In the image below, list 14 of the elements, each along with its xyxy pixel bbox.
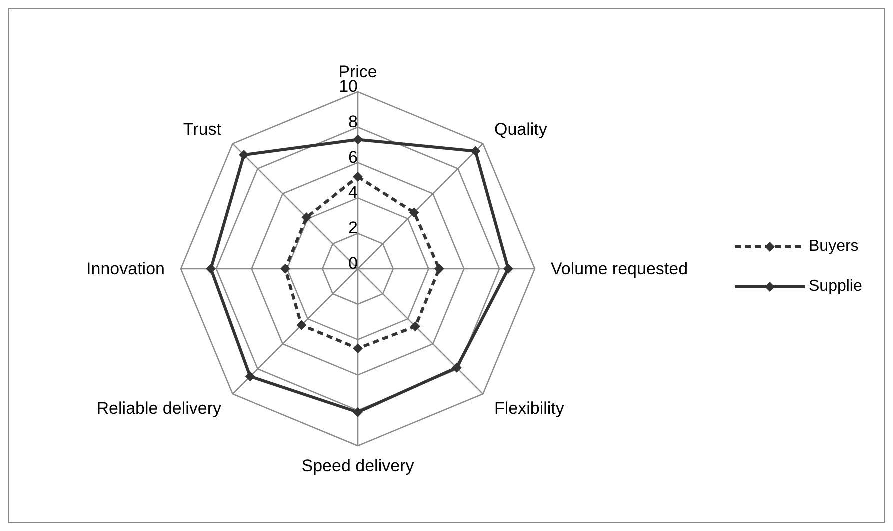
y-tick-label: 2: [348, 218, 358, 238]
spoke-label: Reliable delivery: [96, 398, 222, 418]
spoke-label: Innovation: [86, 260, 165, 278]
spoke-label: Volume requested: [551, 260, 688, 278]
spoke-label: Speed delivery: [302, 456, 415, 476]
spoke-label: Trust: [183, 120, 222, 140]
y-tick-label: 6: [348, 148, 358, 167]
y-tick-label: 0: [348, 254, 358, 273]
legend-label: Buyers: [809, 238, 859, 256]
y-tick-label: 4: [348, 183, 358, 202]
spoke-label: Quality: [494, 120, 548, 140]
y-tick-label: 8: [348, 112, 358, 132]
legend-label: Supplie: [809, 278, 862, 296]
spoke-label: Flexibility: [494, 398, 565, 418]
